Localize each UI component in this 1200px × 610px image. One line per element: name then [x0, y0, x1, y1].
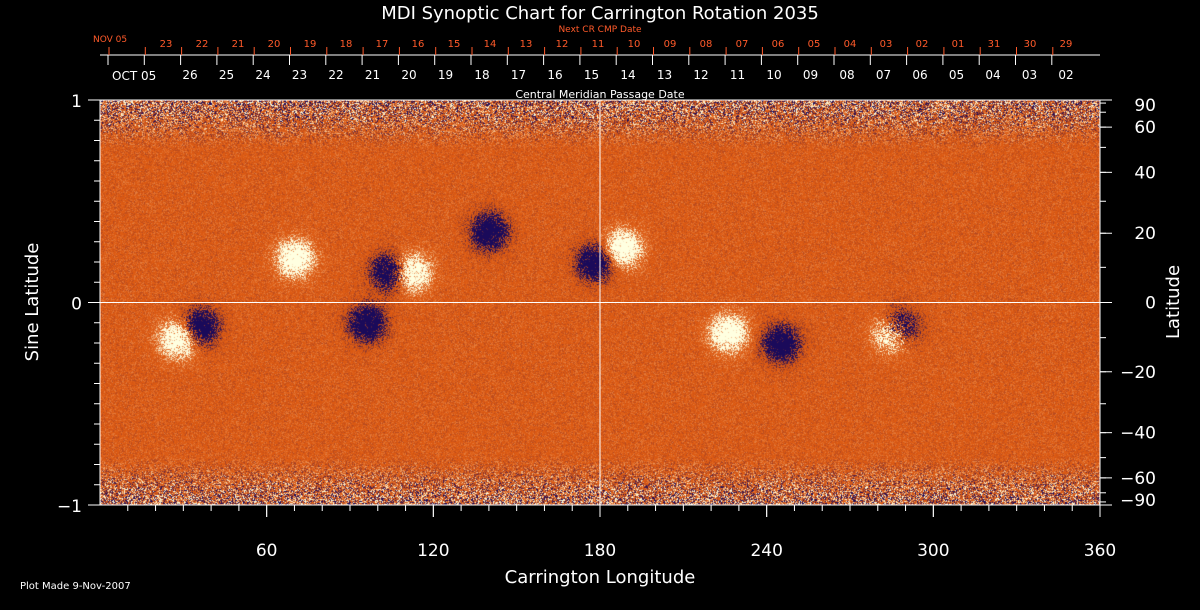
cmp-date-label: 24	[255, 68, 270, 82]
cmp-date-label: 10	[766, 68, 781, 82]
y-left-tick-label: 1	[71, 92, 82, 112]
plot-frame	[99, 99, 1101, 506]
y-right-tick-label: 60	[1134, 118, 1156, 138]
next-cr-date-label: 14	[484, 39, 497, 50]
plot-made-footer: Plot Made 9-Nov-2007	[20, 581, 131, 592]
y-axis-right-label: Latitude	[1163, 265, 1184, 339]
next-cr-date-label: 08	[700, 39, 713, 50]
cmp-date-label: 14	[620, 68, 635, 82]
x-axis-ticks: 60 120 180 240 300 360	[127, 505, 1116, 561]
next-cr-date-label: 06	[772, 39, 785, 50]
next-cr-date-label: 21	[232, 39, 245, 50]
cmp-date-label: 18	[474, 68, 489, 82]
x-tick-label: 240	[750, 541, 782, 561]
next-cr-date-label: 20	[268, 39, 281, 50]
y-right-tick-label: −40	[1120, 424, 1156, 444]
next-cr-date-label: 17	[376, 39, 389, 50]
cmp-date-label: 15	[584, 68, 599, 82]
cmp-date-label: 12	[693, 68, 708, 82]
next-cr-date-label: 19	[304, 39, 317, 50]
top-axis	[100, 47, 1100, 65]
next-cr-date-label: 09	[664, 39, 677, 50]
cmp-date-label: 25	[219, 68, 234, 82]
cmp-date-label: 06	[912, 68, 927, 82]
cmp-date-label: 26	[182, 68, 197, 82]
top-axis-label: Central Meridian Passage Date	[515, 88, 684, 101]
next-cr-date-label: 15	[448, 39, 461, 50]
x-tick-label: 60	[256, 541, 278, 561]
next-cr-date-label: 30	[1024, 39, 1037, 50]
y-right-tick-label: −60	[1120, 469, 1156, 489]
cmp-month-label: OCT 05	[112, 69, 156, 83]
next-cr-date-label: 10	[628, 39, 641, 50]
y-left-tick-label: 0	[71, 295, 82, 315]
next-cr-date-label: 01	[952, 39, 965, 50]
y-right-tick-label: 40	[1134, 163, 1156, 183]
cmp-date-label: 13	[657, 68, 672, 82]
next-cr-date-label: 29	[1060, 39, 1073, 50]
next-cr-date-label: 18	[340, 39, 353, 50]
next-cr-date-label: 12	[556, 39, 569, 50]
next-cr-date-label: 22	[196, 39, 209, 50]
cmp-date-label: 09	[803, 68, 818, 82]
next-cr-date-label: 02	[916, 39, 929, 50]
chart-title: MDI Synoptic Chart for Carrington Rotati…	[381, 3, 819, 24]
cmp-date-label: 16	[547, 68, 562, 82]
x-tick-label: 300	[917, 541, 949, 561]
cmp-date-label: 05	[949, 68, 964, 82]
next-cr-month-label: NOV 05	[93, 35, 127, 45]
cmp-date-label: 07	[876, 68, 891, 82]
cmp-date-label: 11	[730, 68, 745, 82]
next-cr-date-label: 05	[808, 39, 821, 50]
cmp-date-label: 04	[985, 68, 1000, 82]
y-right-tick-label: −20	[1120, 363, 1156, 383]
y-right-tick-label: −90	[1120, 491, 1156, 511]
x-tick-label: 180	[584, 541, 616, 561]
next-cr-dates: 23 22 21 20 19 18 17 16 15 14 13 12 11 10 09 08 07 06 05 04…	[160, 39, 1073, 50]
next-cr-date-label: 04	[844, 39, 857, 50]
next-cr-date-label: 03	[880, 39, 893, 50]
next-cr-date-label: 13	[520, 39, 533, 50]
cmp-date-label: 20	[401, 68, 416, 82]
y-left-tick-label: −1	[57, 497, 82, 517]
y-axis-left-ticks: 1 0 −1	[57, 92, 100, 517]
cmp-date-label: 23	[292, 68, 307, 82]
cmp-date-label: 21	[365, 68, 380, 82]
x-tick-label: 360	[1084, 541, 1116, 561]
cmp-date-label: 02	[1058, 68, 1073, 82]
cmp-date-label: 03	[1022, 68, 1037, 82]
x-tick-label: 120	[417, 541, 449, 561]
next-cr-date-label: 16	[412, 39, 425, 50]
cmp-date-label: 19	[438, 68, 453, 82]
cmp-date-label: 08	[839, 68, 854, 82]
next-cr-label: Next CR CMP Date	[558, 25, 642, 35]
cmp-date-label: 17	[511, 68, 526, 82]
next-cr-date-label: 23	[160, 39, 173, 50]
cmp-dates: 26 25 24 23 22 21 20 19 18 17 16 15 14 13 12 11 10 09 08 07…	[182, 68, 1073, 82]
x-axis-label: Carrington Longitude	[505, 567, 696, 588]
y-axis-left-label: Sine Latitude	[22, 243, 43, 362]
next-cr-date-label: 31	[988, 39, 1001, 50]
next-cr-date-label: 11	[592, 39, 605, 50]
y-right-tick-label: 0	[1145, 294, 1156, 314]
y-right-tick-label: 20	[1134, 224, 1156, 244]
next-cr-date-label: 07	[736, 39, 749, 50]
cmp-date-label: 22	[328, 68, 343, 82]
y-right-tick-label: 90	[1134, 96, 1156, 116]
